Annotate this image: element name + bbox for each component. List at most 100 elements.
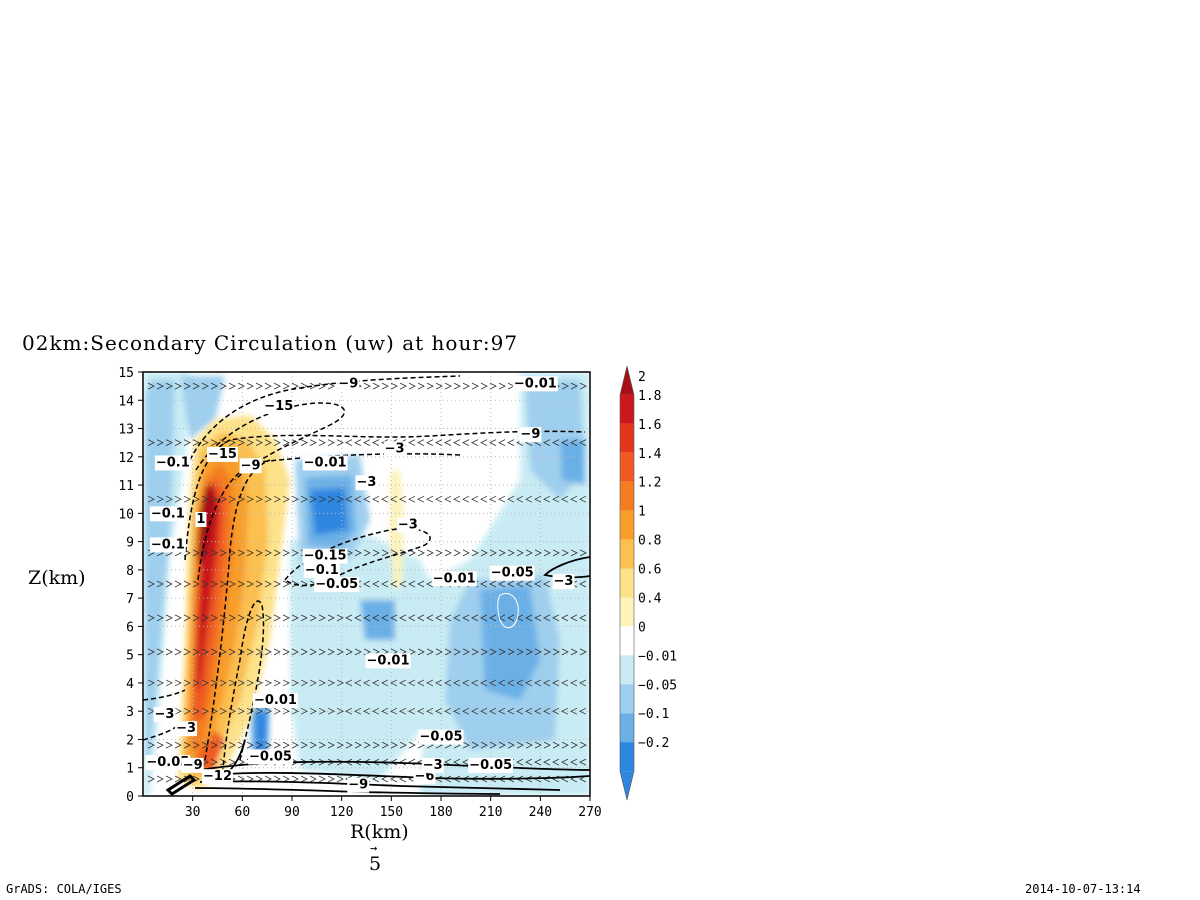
wind-vector-arrow xyxy=(489,679,497,687)
wind-vector-arrow xyxy=(201,382,209,390)
wind-vector-arrow xyxy=(435,707,443,715)
contour-label: −0.01 xyxy=(514,376,557,391)
wind-vector-arrow xyxy=(165,614,173,622)
wind-vector-arrow xyxy=(336,775,344,783)
wind-vector-arrow xyxy=(390,382,398,390)
wind-vector-arrow xyxy=(282,495,290,503)
contour-label-background xyxy=(355,475,378,491)
wind-vector-arrow xyxy=(462,382,470,390)
wind-vector-arrow xyxy=(453,549,461,557)
contour-label-background xyxy=(552,574,575,590)
colorbar-label: 1.4 xyxy=(638,447,662,462)
contour-line xyxy=(221,600,265,781)
wind-vector-arrow xyxy=(354,549,362,557)
wind-vector-arrow xyxy=(327,614,335,622)
wind-vector-arrow xyxy=(228,439,236,447)
wind-vector-arrow xyxy=(543,614,551,622)
y-tick-label: 5 xyxy=(126,649,134,664)
wind-vector-arrow xyxy=(435,648,443,656)
wind-vector-arrow xyxy=(570,679,578,687)
wind-vector-arrow xyxy=(300,775,308,783)
contour-line xyxy=(184,430,586,561)
contour-label-background xyxy=(252,692,298,708)
wind-vector-arrow xyxy=(210,439,218,447)
wind-vector-arrow xyxy=(174,741,182,749)
wind-vector-arrow xyxy=(192,549,200,557)
wind-vector-arrow xyxy=(264,707,272,715)
wind-vector-arrow xyxy=(264,495,272,503)
wind-vector-arrow xyxy=(498,439,506,447)
colorbar-segment xyxy=(620,394,634,424)
wind-vector-arrow xyxy=(219,614,227,622)
wind-vector-arrow xyxy=(372,495,380,503)
contour-label: −0.01 xyxy=(433,571,476,586)
wind-vector-arrow xyxy=(228,648,236,656)
wind-vector-arrow xyxy=(498,741,506,749)
field-region-blue-deep xyxy=(310,488,348,535)
contour-label-background xyxy=(512,376,558,392)
wind-vector-arrow xyxy=(165,741,173,749)
wind-vector-arrow xyxy=(174,679,182,687)
wind-vector-arrow xyxy=(507,580,515,588)
wind-vector-arrow xyxy=(417,614,425,622)
wind-vector-arrow xyxy=(507,495,515,503)
y-tick-label: 3 xyxy=(126,705,134,720)
wind-vector-arrow xyxy=(282,707,290,715)
wind-vector-arrow xyxy=(579,549,587,557)
wind-vector-arrow xyxy=(201,758,209,766)
field-region-blue-medium xyxy=(180,376,225,440)
wind-vector-arrow xyxy=(192,741,200,749)
wind-vector-arrow xyxy=(570,741,578,749)
wind-vector-arrow xyxy=(246,439,254,447)
wind-vector-arrow xyxy=(372,741,380,749)
colorbar-segment xyxy=(620,626,634,656)
vector-reference: → 5 xyxy=(369,841,381,875)
contour-label: −0.05 xyxy=(491,566,534,581)
wind-vector-arrow xyxy=(516,648,524,656)
wind-vector-arrow xyxy=(201,614,209,622)
wind-vector-arrow xyxy=(408,382,416,390)
colorbar-segment xyxy=(620,423,634,453)
field-region-blue-light xyxy=(290,535,440,780)
wind-vector-arrow xyxy=(237,580,245,588)
wind-vector-arrow xyxy=(264,439,272,447)
wind-vector-arrow xyxy=(354,495,362,503)
wind-vector-arrow xyxy=(327,775,335,783)
wind-vector-arrow xyxy=(255,648,263,656)
contour-label-background xyxy=(202,769,233,785)
wind-vector-arrow xyxy=(390,614,398,622)
contour-label-background xyxy=(149,537,186,553)
wind-vector-arrow xyxy=(282,741,290,749)
contour-label: −0.05 xyxy=(469,758,512,773)
wind-vector-arrow xyxy=(327,495,335,503)
wind-vector-arrow xyxy=(498,707,506,715)
wind-vector-arrow xyxy=(174,580,182,588)
wind-vector-arrow xyxy=(246,614,254,622)
wind-vector-arrow xyxy=(255,495,263,503)
wind-vector-arrow xyxy=(363,382,371,390)
contour-label: −3 xyxy=(155,707,175,722)
contour-label: −0.01 xyxy=(304,455,347,470)
wind-vector-arrow xyxy=(309,775,317,783)
wind-vector-arrow xyxy=(219,495,227,503)
wind-vector-arrow xyxy=(354,439,362,447)
wind-vector-arrow xyxy=(453,439,461,447)
wind-vector-arrow xyxy=(579,758,587,766)
wind-vector-arrow xyxy=(309,679,317,687)
contour-label: 1 xyxy=(196,512,205,527)
x-tick-label: 150 xyxy=(380,805,403,820)
wind-vector-arrow xyxy=(552,549,560,557)
wind-vector-arrow xyxy=(201,741,209,749)
wind-vector-arrow xyxy=(192,707,200,715)
wind-vector-arrow xyxy=(462,439,470,447)
wind-vector-arrow xyxy=(237,614,245,622)
contour-line xyxy=(195,402,346,481)
wind-vector-arrow xyxy=(237,549,245,557)
wind-vector-arrow xyxy=(309,614,317,622)
wind-vector-arrow xyxy=(282,614,290,622)
colorbar-segment xyxy=(620,539,634,569)
wind-vector-arrow xyxy=(210,495,218,503)
x-tick-label: 30 xyxy=(185,805,201,820)
chart-title: 02km:Secondary Circulation (uw) at hour:… xyxy=(22,331,518,355)
wind-vector-arrow xyxy=(228,580,236,588)
